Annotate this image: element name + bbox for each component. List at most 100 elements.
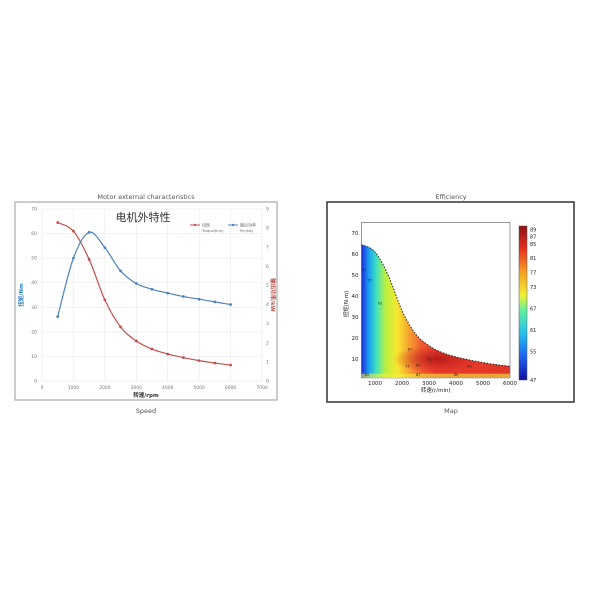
colorbar-tick-label: 85 bbox=[530, 242, 536, 248]
y-tick-label: 50 bbox=[31, 256, 37, 262]
y-axis-label: 扭矩(N.m) bbox=[342, 291, 350, 318]
contour-label: 67 bbox=[408, 348, 412, 352]
chart-frame bbox=[14, 201, 278, 401]
low-torque-band bbox=[361, 373, 510, 378]
data-point bbox=[213, 300, 217, 304]
y-tick-label: 40 bbox=[31, 280, 37, 286]
contour-label: 47 bbox=[362, 268, 366, 272]
x-tick-label: 1000 bbox=[368, 381, 382, 387]
colorbar-tick-label: 87 bbox=[530, 235, 536, 241]
y-tick-label: 0 bbox=[34, 379, 37, 385]
y2-tick-label: 6 bbox=[266, 264, 269, 270]
data-point bbox=[213, 361, 217, 365]
data-point bbox=[229, 363, 232, 367]
colorbar-tick-label: 67 bbox=[530, 306, 536, 312]
legend-label-en: Torque(N.m) bbox=[201, 229, 224, 233]
y-tick-label: 70 bbox=[31, 207, 37, 213]
contour-label: 73 bbox=[427, 358, 431, 362]
legend-label: 扭矩 bbox=[202, 222, 210, 228]
chart-title: 电机外特性 bbox=[116, 210, 171, 224]
y-axis-label: 扭矩/Nm bbox=[17, 283, 25, 307]
y2-tick-label: 0 bbox=[266, 379, 269, 385]
chart-caption-bottom: Speed bbox=[136, 407, 156, 415]
data-point bbox=[87, 230, 91, 234]
colorbar-tick-label: 89 bbox=[530, 228, 536, 234]
max-torque-boundary bbox=[361, 244, 511, 367]
contour-label: 55 bbox=[367, 278, 371, 282]
contour-label: 87 bbox=[416, 373, 420, 377]
colorbar-tick-label: 77 bbox=[530, 271, 536, 277]
y2-tick-label: 7 bbox=[266, 245, 269, 251]
x-tick-label: 1000 bbox=[68, 385, 80, 391]
x-tick-label: 5000 bbox=[193, 385, 205, 391]
data-point bbox=[72, 229, 75, 233]
data-point bbox=[229, 303, 232, 306]
colorbar-tick-label: 55 bbox=[530, 349, 536, 355]
contour-label: 85 bbox=[365, 373, 369, 377]
data-point bbox=[150, 347, 154, 351]
y2-tick-label: 4 bbox=[266, 302, 269, 308]
y2-axis-label: 输出功率/kW bbox=[269, 278, 277, 312]
colorbar-tick-label: 73 bbox=[530, 285, 536, 291]
colorbar bbox=[518, 225, 528, 381]
chart-caption-top: Efficiency bbox=[435, 193, 466, 201]
x-tick-label: 7000 bbox=[256, 385, 268, 391]
colorbar-tick-label: 61 bbox=[530, 328, 536, 334]
legend-marker bbox=[193, 223, 197, 227]
y2-tick-label: 9 bbox=[266, 207, 269, 213]
data-point bbox=[56, 315, 60, 318]
x-tick-label: 4000 bbox=[449, 381, 463, 387]
contour-label: 77 bbox=[405, 364, 409, 368]
data-point bbox=[166, 352, 170, 356]
x-tick-label: 2000 bbox=[99, 385, 111, 391]
data-point bbox=[103, 246, 107, 250]
y2-tick-label: 3 bbox=[266, 321, 269, 327]
y-tick-label: 20 bbox=[31, 329, 37, 335]
y-tick-label: 60 bbox=[352, 252, 359, 258]
y-tick-label: 40 bbox=[352, 294, 359, 300]
contour-label: 61 bbox=[378, 301, 382, 305]
x-axis-label: 转速(r/min) bbox=[421, 386, 451, 394]
y-tick-label: 10 bbox=[31, 354, 37, 360]
y2-tick-label: 2 bbox=[266, 340, 269, 346]
y-tick-label: 30 bbox=[352, 315, 359, 321]
y-tick-label: 50 bbox=[352, 273, 359, 279]
x-tick-label: 3000 bbox=[131, 385, 143, 391]
colorbar-tick-label: 81 bbox=[530, 256, 536, 262]
data-point bbox=[197, 359, 201, 363]
contour-label: 84 bbox=[467, 364, 472, 368]
x-tick-label: 5000 bbox=[476, 381, 490, 387]
y2-tick-label: 1 bbox=[266, 359, 269, 365]
y-tick-label: 10 bbox=[352, 357, 359, 363]
y-tick-label: 30 bbox=[31, 305, 37, 311]
data-point bbox=[87, 257, 91, 261]
data-point bbox=[182, 356, 185, 360]
x-tick-label: 6000 bbox=[503, 381, 517, 387]
data-point bbox=[166, 291, 170, 295]
y2-tick-label: 8 bbox=[266, 226, 269, 232]
x-axis-label: 转速/rpm bbox=[133, 391, 159, 399]
chart-caption-bottom: Map bbox=[444, 407, 458, 415]
x-tick-label: 2000 bbox=[395, 381, 409, 387]
data-point bbox=[119, 325, 122, 329]
data-point bbox=[182, 295, 185, 298]
x-tick-label: 3000 bbox=[422, 381, 436, 387]
data-point bbox=[72, 256, 75, 260]
data-point bbox=[119, 269, 122, 273]
x-tick-label: 4000 bbox=[162, 385, 174, 391]
y-tick-label: 70 bbox=[352, 231, 359, 237]
data-point bbox=[150, 287, 154, 291]
chart-caption-top: Motor external characteristics bbox=[97, 193, 195, 201]
legend-marker bbox=[231, 223, 235, 227]
colorbar-tick-label: 47 bbox=[530, 378, 536, 384]
data-point bbox=[197, 297, 201, 301]
y2-tick-label: 5 bbox=[266, 283, 269, 289]
contour-label: 81 bbox=[416, 363, 420, 367]
data-point bbox=[134, 339, 138, 343]
contour-label: 89 bbox=[454, 373, 458, 377]
data-point bbox=[56, 221, 60, 224]
data-point bbox=[103, 298, 107, 302]
data-point bbox=[134, 282, 138, 285]
legend-label-en: Pm(kw) bbox=[240, 229, 254, 233]
